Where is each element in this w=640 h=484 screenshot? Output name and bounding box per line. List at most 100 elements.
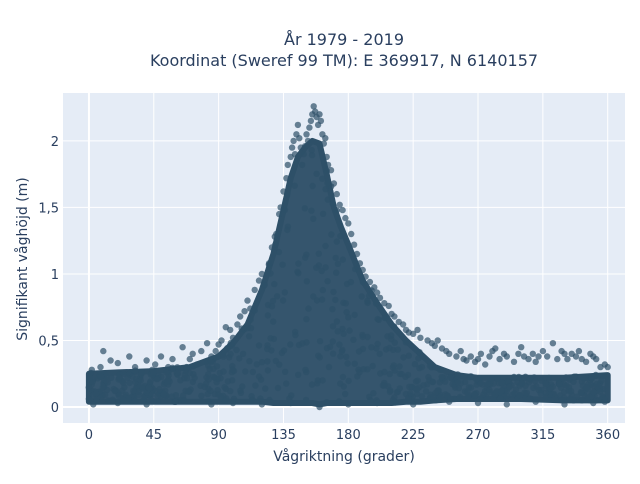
scatter-point [575,347,583,355]
scatter-point [302,366,309,373]
scatter-point [414,377,421,384]
scatter-point [198,347,205,355]
scatter-point [417,334,424,341]
scatter-point [301,205,308,212]
scatter-point [329,338,336,345]
scatter-point [220,368,227,375]
scatter-point [317,117,325,125]
scatter-point [245,333,253,340]
scatter-point [339,325,346,333]
scatter-point [114,359,122,367]
scatter-point [333,190,340,198]
scatter-point [295,371,302,378]
scatter-point [329,200,336,207]
scatter-point [323,153,330,161]
scatter-point [270,318,277,325]
scatter-point [342,214,349,222]
scatter-point [316,403,323,411]
scatter-point [319,210,327,217]
scatter-point [400,354,407,361]
x-axis-label: Vågriktning (grader) [273,448,415,465]
scatter-point [315,250,322,257]
scatter-point [561,401,568,408]
scatter-point [506,383,513,391]
scatter-point [389,396,397,404]
scatter-point [345,220,352,227]
scatter-point [319,175,326,182]
scatter-point [525,355,532,363]
x-tick-label: 135 [271,428,296,443]
scatter-point [300,151,307,158]
scatter-point [396,385,403,392]
scatter-point [521,374,529,381]
scatter-point [374,315,381,323]
scatter-point [295,270,302,277]
scatter-point [496,355,503,363]
scatter-point [143,401,150,408]
scatter-point [454,371,461,378]
scatter-point [258,270,266,278]
scatter-point [509,391,516,398]
scatter-point [386,344,393,352]
scatter-point [274,384,282,392]
scatter-point [503,401,510,408]
scatter-point [198,392,205,399]
scatter-point [100,347,107,355]
scatter-point [456,393,464,401]
scatter-point [593,355,600,363]
scatter-point [545,374,553,382]
scatter-point [221,397,229,404]
scatter-point [268,303,276,310]
scatter-point [165,363,172,371]
scatter-point [233,346,240,354]
scatter-point [279,261,286,268]
scatter-point [313,170,320,177]
scatter-point [351,360,358,367]
scatter-point [503,392,510,400]
scatter-point [114,399,122,407]
scatter-point [207,387,214,394]
scatter-point [318,267,325,275]
scatter-point [381,382,388,389]
scatter-point [567,387,575,395]
scatter-point [309,182,316,190]
scatter-point [464,388,471,395]
scatter-point [526,395,533,402]
scatter-point [239,350,247,357]
scatter-point [333,238,340,245]
scatter-point [441,378,449,385]
scatter-point [431,342,438,349]
scatter-point [580,375,588,382]
scatter-point [213,363,221,370]
scatter-point [316,111,323,118]
scatter-point [269,297,277,305]
scatter-point [217,393,224,400]
scatter-point [471,391,479,399]
scatter-point [273,230,280,238]
scatter-point [265,260,273,267]
scatter-point [560,388,568,396]
scatter-point [539,347,547,355]
scatter-point [160,391,167,398]
scatter-point [390,323,398,330]
scatter-point [193,361,201,368]
scatter-point [264,345,271,353]
scatter-point [467,384,475,391]
scatter-point [291,151,299,158]
scatter-point [414,326,421,334]
scatter-point [281,289,288,296]
scatter-point [275,248,283,256]
scatter-point [386,388,394,396]
scatter-point [242,368,249,375]
scatter-point [342,300,349,307]
scatter-point [227,387,234,395]
scatter-point [340,330,347,337]
scatter-point [85,383,93,391]
scatter-point [264,358,271,365]
scatter-point [284,226,291,234]
y-tick-label: 0 [51,401,59,416]
scatter-point [334,328,341,335]
scatter-point [488,375,495,382]
scatter-point [474,355,482,363]
